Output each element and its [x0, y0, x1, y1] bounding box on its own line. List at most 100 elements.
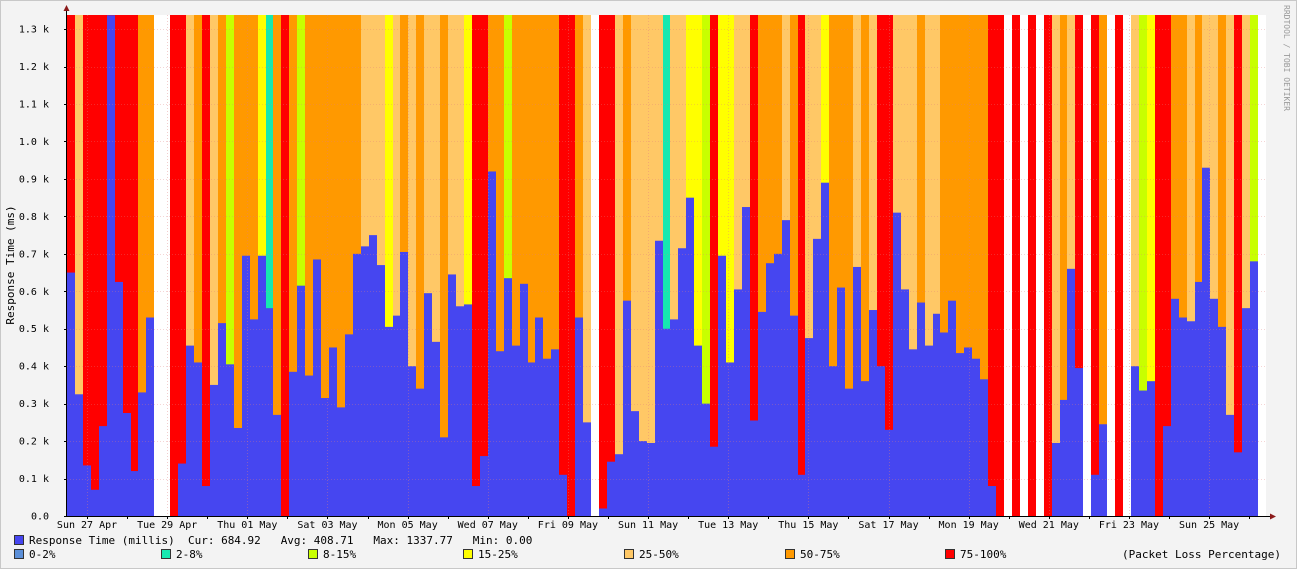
legend-loss-1-swatch — [161, 549, 171, 559]
loss-bar — [1131, 15, 1139, 516]
loss-bar — [1052, 15, 1060, 516]
x-tick-label: Mon 05 May — [378, 520, 438, 531]
response-bar — [1091, 474, 1099, 516]
loss-bar — [726, 15, 734, 516]
loss-bar — [1099, 15, 1107, 516]
response-bar — [67, 272, 75, 516]
response-bar — [1163, 426, 1171, 516]
y-tick-label: 0.5 k — [19, 324, 49, 335]
response-bar — [615, 454, 623, 516]
response-bar — [1226, 414, 1234, 516]
legend-loss-3: 15-25% — [463, 548, 518, 562]
legend-loss-2-label: 8-15% — [323, 548, 357, 561]
response-bar — [758, 311, 766, 516]
x-tick-label: Sun 25 May — [1179, 520, 1239, 531]
response-bar — [289, 371, 297, 516]
response-bar — [1234, 452, 1242, 516]
response-bar — [131, 471, 138, 516]
response-bar — [91, 489, 99, 516]
response-bar — [408, 366, 416, 516]
loss-bar — [440, 15, 448, 516]
response-bar — [1179, 317, 1187, 516]
response-bar — [266, 308, 273, 516]
x-tick-label: Thu 01 May — [217, 520, 277, 531]
response-bar — [369, 235, 377, 516]
loss-bar — [551, 15, 559, 516]
y-tick-label: 0.3 k — [19, 399, 49, 410]
loss-bar — [1155, 15, 1163, 516]
y-tick-label: 0.1 k — [19, 474, 49, 485]
legend-loss-5: 50-75% — [785, 548, 840, 562]
response-bar — [559, 474, 567, 516]
loss-bar — [559, 15, 567, 516]
loss-bar — [202, 15, 210, 516]
response-bar — [1242, 308, 1250, 516]
response-bar — [607, 461, 615, 516]
response-bar — [258, 255, 266, 516]
response-bar — [202, 486, 210, 516]
response-bar — [655, 240, 663, 516]
response-bar — [718, 255, 726, 516]
response-bar — [837, 287, 845, 516]
response-bar — [432, 341, 440, 516]
loss-bar — [91, 15, 99, 516]
loss-bar — [933, 15, 940, 516]
x-tick-label: Thu 15 May — [778, 520, 838, 531]
response-bar — [456, 306, 464, 516]
loss-bar — [948, 15, 956, 516]
response-bar — [305, 375, 313, 516]
response-bar — [734, 289, 742, 516]
loss-bar — [234, 15, 242, 516]
x-tick-label: Tue 29 Apr — [137, 520, 197, 531]
response-bar — [440, 437, 448, 516]
stat-max: Max: 1337.77 — [373, 534, 453, 547]
response-bar — [123, 413, 131, 516]
response-bar — [337, 407, 345, 516]
loss-bar — [146, 15, 154, 516]
response-bar — [1218, 326, 1226, 516]
response-bar — [988, 486, 996, 516]
loss-bar — [456, 15, 464, 516]
response-bar — [1250, 261, 1258, 516]
loss-bar — [305, 15, 313, 516]
legend-loss-1: 2-8% — [161, 548, 203, 562]
response-bar — [901, 289, 909, 516]
loss-bar — [631, 15, 639, 516]
response-bar — [766, 263, 774, 516]
response-bar — [218, 323, 226, 516]
response-bar — [575, 317, 583, 516]
loss-bar — [1234, 15, 1242, 516]
loss-bar — [1028, 15, 1036, 516]
legend-loss-3-swatch — [463, 549, 473, 559]
response-bar — [528, 362, 535, 516]
y-tick-label: 0.7 k — [19, 249, 49, 260]
loss-bar — [123, 15, 131, 516]
loss-bar — [750, 15, 758, 516]
loss-bar — [496, 15, 504, 516]
legend-loss-3-label: 15-25% — [478, 548, 518, 561]
loss-bar — [408, 15, 416, 516]
response-bar — [377, 265, 385, 516]
loss-bar — [1163, 15, 1171, 516]
response-bar — [1060, 399, 1067, 516]
y-tick-labels: 0.0 0.1 k 0.2 k 0.3 k 0.4 k 0.5 k 0.6 k 0.7 k 0.… — [19, 25, 49, 523]
legend-loss-5-swatch — [785, 549, 795, 559]
response-bar — [488, 171, 496, 516]
x-tick-label: Wed 07 May — [458, 520, 518, 531]
response-bar — [583, 422, 591, 516]
response-bar — [353, 253, 361, 516]
response-bar — [1195, 281, 1202, 516]
loss-bar — [1187, 15, 1195, 516]
response-bar — [178, 463, 186, 516]
loss-bar — [829, 15, 837, 516]
response-bar — [925, 345, 933, 516]
rrdtool-watermark: RRDTOOL / TOBI OETIKER — [1282, 5, 1291, 111]
loss-bar — [583, 15, 591, 516]
loss-bar — [710, 15, 718, 516]
response-bar — [107, 15, 115, 517]
response-bar — [869, 310, 877, 516]
legend-response: Response Time (millis) Cur: 684.92 Avg: … — [14, 534, 532, 548]
response-bar — [647, 442, 655, 516]
loss-bar — [940, 15, 948, 516]
response-bar — [543, 358, 551, 516]
